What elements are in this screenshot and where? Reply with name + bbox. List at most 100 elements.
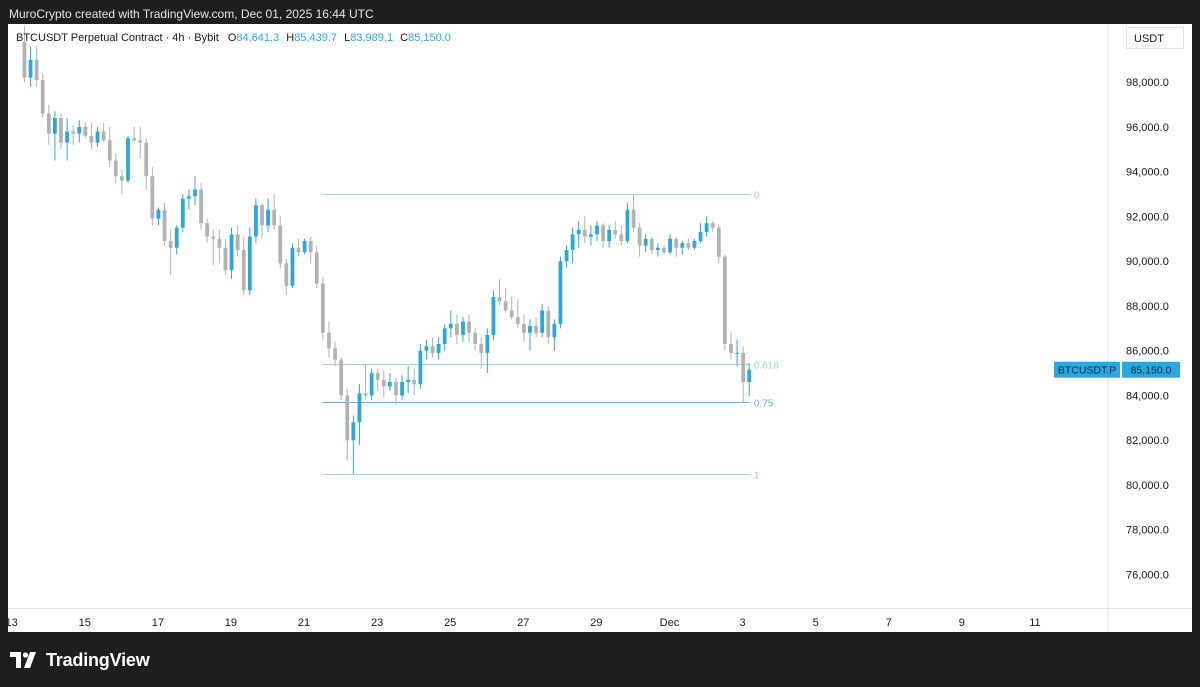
- candle-body: [662, 247, 666, 253]
- candle-body: [34, 59, 39, 80]
- brand-name: TradingView: [46, 649, 150, 670]
- candle-body: [552, 323, 557, 338]
- candle-body: [418, 350, 423, 385]
- fib-level-label: 1: [754, 471, 760, 482]
- x-tick-label: 7: [886, 617, 892, 629]
- candle-body: [668, 238, 672, 253]
- x-tick-label: 29: [590, 617, 602, 629]
- x-tick-label: 21: [298, 617, 310, 629]
- fib-level-label: 0.618: [754, 361, 779, 372]
- candle-body: [491, 296, 496, 336]
- candle-body: [692, 241, 697, 248]
- x-tick-label: 3: [739, 617, 745, 629]
- y-tick-label: 94,000.0: [1126, 167, 1169, 179]
- candle-body: [241, 249, 246, 291]
- candle-body: [223, 247, 228, 271]
- x-tick-label: 25: [444, 617, 456, 629]
- candle-body: [394, 382, 398, 396]
- candle-body: [637, 227, 642, 246]
- candle-body: [77, 126, 82, 134]
- candle-body: [126, 138, 130, 181]
- candle-body: [400, 382, 404, 396]
- candle-body: [339, 359, 344, 396]
- candle-body: [442, 328, 447, 344]
- candle-body: [656, 247, 660, 250]
- candle-body: [723, 256, 727, 344]
- candle-body: [479, 343, 484, 353]
- x-tick-label: 11: [1029, 617, 1040, 629]
- low-label: L: [344, 32, 351, 44]
- ohlc-legend: BTCUSDT Perpetual Contract · 4h · Bybit …: [16, 32, 455, 44]
- candle-body: [278, 225, 283, 264]
- candle-body: [247, 236, 252, 291]
- candle-body: [113, 160, 118, 177]
- open-value: 84,641.3: [236, 32, 280, 44]
- y-tick-label: 86,000.0: [1126, 346, 1169, 358]
- open-label: O: [227, 32, 237, 44]
- candle-body: [296, 247, 301, 253]
- candle-body: [217, 238, 222, 248]
- price-chart[interactable]: 98,000.0 96,000.0 94,000.0 92,000.0 90,000.0…: [8, 24, 1192, 632]
- candle-body: [162, 209, 167, 242]
- tradingview-logo[interactable]: TradingView: [10, 648, 150, 672]
- candle-body: [570, 234, 575, 250]
- candle-body: [607, 229, 612, 242]
- candle-body: [235, 234, 240, 250]
- candle-body: [65, 131, 69, 143]
- footer-bar: [0, 632, 1200, 687]
- top-bar: MuroCrypto created with TradingView.com,…: [0, 0, 1200, 28]
- candle-body: [156, 209, 161, 219]
- candle-body: [284, 263, 289, 286]
- symbol-title[interactable]: BTCUSDT Perpetual Contract · 4h · Bybit: [16, 32, 219, 44]
- y-tick-label: 90,000.0: [1126, 256, 1169, 268]
- candle-body: [89, 135, 94, 143]
- candle-body: [686, 243, 691, 248]
- candle-body: [704, 223, 709, 233]
- candle-body: [174, 227, 179, 248]
- x-tick-label: 5: [813, 617, 819, 629]
- candle-body: [229, 234, 234, 271]
- x-tick-label: 13: [8, 617, 18, 629]
- candle-body: [716, 227, 721, 257]
- symbol-tag-text: BTCUSDT.P: [1058, 365, 1116, 377]
- candle-body: [601, 225, 605, 242]
- candle-body: [101, 131, 106, 141]
- candle-body: [211, 236, 216, 239]
- candle-body: [649, 238, 654, 250]
- candle-body: [576, 229, 581, 235]
- snapshot-credit: MuroCrypto created with TradingView.com,…: [9, 7, 374, 21]
- currency-selector[interactable]: USDT: [1126, 27, 1184, 49]
- candle-body: [558, 261, 563, 324]
- candle-body: [741, 352, 746, 383]
- y-tick-label: 98,000.0: [1126, 77, 1169, 89]
- candle-body: [107, 140, 112, 161]
- candle-body: [290, 247, 295, 286]
- candle-body: [522, 323, 526, 333]
- candle-body: [589, 234, 593, 237]
- candle-body: [83, 126, 88, 136]
- candle-body: [643, 238, 648, 246]
- candle-body: [314, 252, 319, 284]
- chart-panel[interactable]: 98,000.0 96,000.0 94,000.0 92,000.0 90,000.0…: [8, 24, 1192, 632]
- tradingview-logo-icon: [10, 652, 36, 668]
- candle-body: [138, 140, 143, 143]
- low-value: 83,989.1: [350, 32, 394, 44]
- candle-body: [436, 343, 441, 353]
- candle-body: [302, 241, 307, 253]
- candle-body: [564, 249, 569, 262]
- y-tick-label: 96,000.0: [1126, 122, 1169, 134]
- price-tag-bg: [1122, 361, 1180, 378]
- candle-body: [120, 176, 124, 181]
- x-tick-label: 17: [152, 617, 164, 629]
- candle-body: [461, 321, 465, 336]
- candle-body: [455, 323, 459, 336]
- candle-body: [144, 142, 149, 177]
- y-tick-label: 76,000.0: [1126, 569, 1169, 581]
- candle-body: [680, 243, 685, 248]
- candle-body: [473, 332, 478, 344]
- candle-body: [540, 310, 545, 333]
- x-tick-label: 15: [79, 617, 91, 629]
- candle-body: [631, 209, 636, 228]
- candle-body: [28, 59, 33, 78]
- x-tick-label: 19: [225, 617, 237, 629]
